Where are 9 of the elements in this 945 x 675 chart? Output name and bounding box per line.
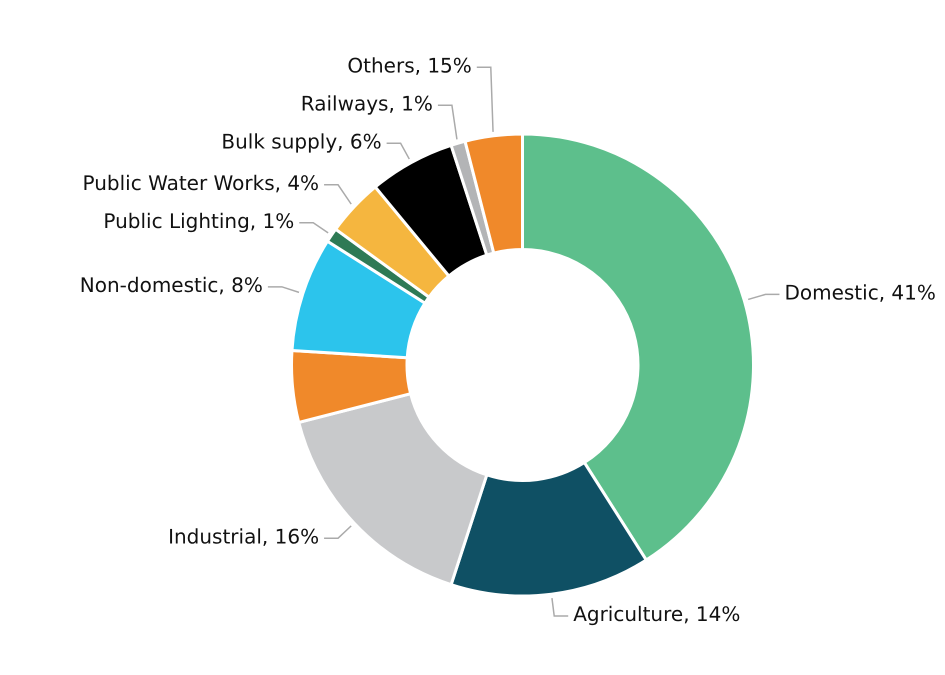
slice-label: Bulk supply, 6%: [221, 130, 382, 154]
slice-label: Public Water Works, 4%: [82, 170, 320, 195]
slice-label: Non-domestic, 8%: [80, 273, 263, 298]
slice-label: Others, 15%: [347, 54, 472, 78]
slice-label: Railways, 1%: [300, 92, 433, 116]
slice-label: Industrial, 16%: [168, 524, 320, 548]
slice-label: Domestic, 41%: [784, 280, 936, 305]
slice-label: Agriculture, 14%: [573, 602, 740, 626]
slice-label: Public Lighting, 1%: [103, 208, 294, 233]
